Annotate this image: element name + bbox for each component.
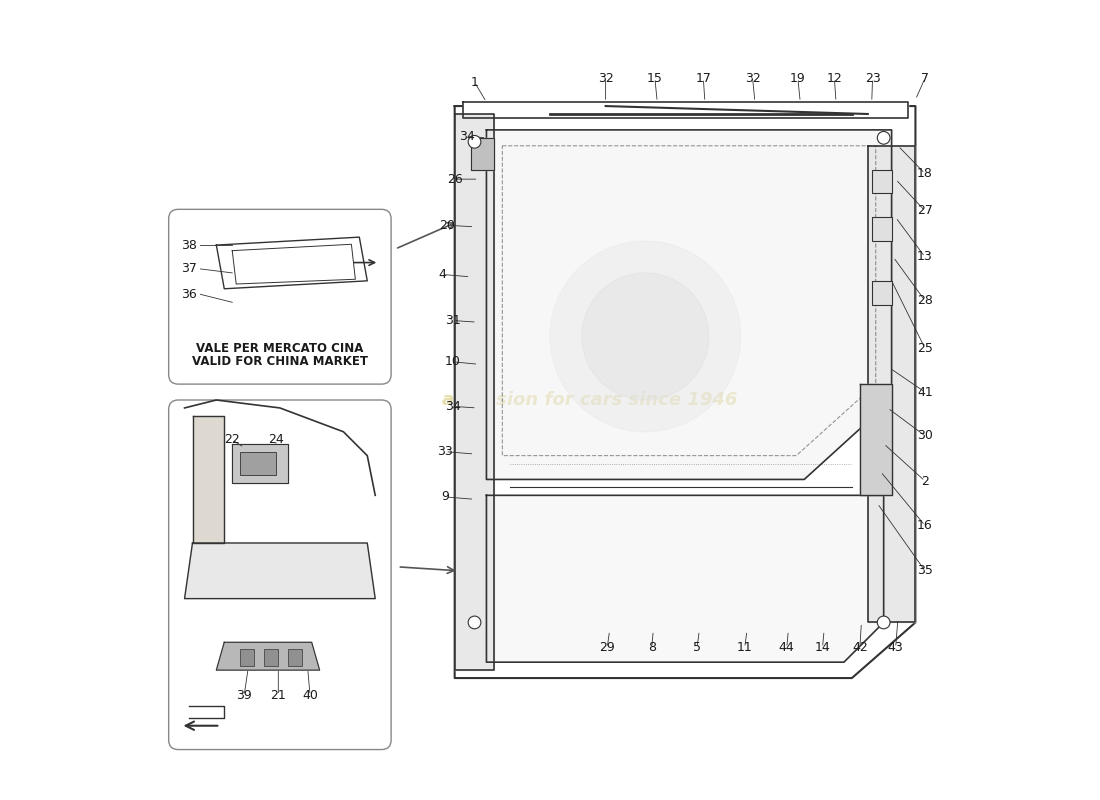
Polygon shape (192, 416, 224, 543)
FancyBboxPatch shape (168, 400, 392, 750)
Circle shape (582, 273, 708, 400)
Text: 27: 27 (917, 205, 933, 218)
Polygon shape (486, 130, 892, 479)
Text: 39: 39 (236, 689, 252, 702)
Polygon shape (185, 543, 375, 598)
Text: a passion for cars since 1946: a passion for cars since 1946 (442, 391, 737, 409)
Text: 22: 22 (224, 434, 240, 446)
Text: 23: 23 (865, 72, 880, 85)
Bar (872, 218, 892, 241)
Text: 15: 15 (647, 72, 663, 85)
Text: 2: 2 (921, 474, 928, 487)
Text: 11: 11 (737, 642, 752, 654)
Text: 17: 17 (695, 72, 712, 85)
Text: 12: 12 (826, 72, 843, 85)
Polygon shape (486, 495, 883, 662)
Text: 40: 40 (302, 689, 318, 702)
Circle shape (469, 135, 481, 148)
Text: 18: 18 (917, 167, 933, 180)
Polygon shape (463, 102, 908, 118)
Text: 20: 20 (439, 218, 454, 232)
Bar (872, 170, 892, 194)
Text: 43: 43 (888, 642, 903, 654)
Polygon shape (860, 384, 892, 495)
Polygon shape (217, 642, 320, 670)
Text: 19: 19 (790, 72, 805, 85)
Bar (264, 649, 278, 666)
Text: 4: 4 (439, 268, 447, 281)
Text: 35: 35 (917, 564, 933, 578)
Polygon shape (217, 237, 367, 289)
Text: 25: 25 (917, 342, 933, 355)
Text: 32: 32 (745, 72, 760, 85)
Text: 31: 31 (446, 314, 461, 327)
Circle shape (878, 616, 890, 629)
Text: 42: 42 (852, 642, 868, 654)
Text: 38: 38 (180, 238, 197, 251)
Text: VALID FOR CHINA MARKET: VALID FOR CHINA MARKET (191, 355, 367, 368)
Text: 5: 5 (693, 642, 701, 654)
Text: 13: 13 (917, 250, 933, 263)
Circle shape (550, 241, 740, 432)
Text: VALE PER MERCATO CINA: VALE PER MERCATO CINA (196, 342, 364, 355)
Text: 14: 14 (815, 642, 830, 654)
Text: 28: 28 (917, 294, 933, 307)
Bar (872, 281, 892, 305)
Polygon shape (188, 706, 224, 718)
Text: 33: 33 (438, 445, 453, 458)
Text: 34: 34 (446, 400, 461, 413)
Text: 44: 44 (779, 642, 794, 654)
Bar (288, 649, 302, 666)
Text: 24: 24 (268, 434, 284, 446)
Text: 29: 29 (600, 642, 615, 654)
FancyBboxPatch shape (168, 210, 392, 384)
Text: 21: 21 (271, 689, 286, 702)
Text: 30: 30 (917, 430, 933, 442)
Polygon shape (868, 146, 915, 622)
Text: 32: 32 (597, 72, 614, 85)
Circle shape (878, 131, 890, 144)
Polygon shape (471, 138, 494, 170)
Circle shape (469, 616, 481, 629)
Bar (240, 649, 254, 666)
Text: 36: 36 (180, 288, 197, 301)
Text: 16: 16 (917, 519, 933, 532)
Text: 8: 8 (648, 642, 656, 654)
Text: 41: 41 (917, 386, 933, 398)
Text: 10: 10 (446, 355, 461, 368)
Text: 37: 37 (180, 262, 197, 275)
Bar (240, 452, 276, 475)
Polygon shape (232, 444, 288, 483)
Text: 34: 34 (459, 130, 474, 142)
Text: 26: 26 (447, 173, 462, 186)
Text: 9: 9 (441, 490, 449, 503)
Text: 7: 7 (921, 72, 929, 85)
Text: 1: 1 (471, 76, 478, 89)
Polygon shape (454, 114, 494, 670)
